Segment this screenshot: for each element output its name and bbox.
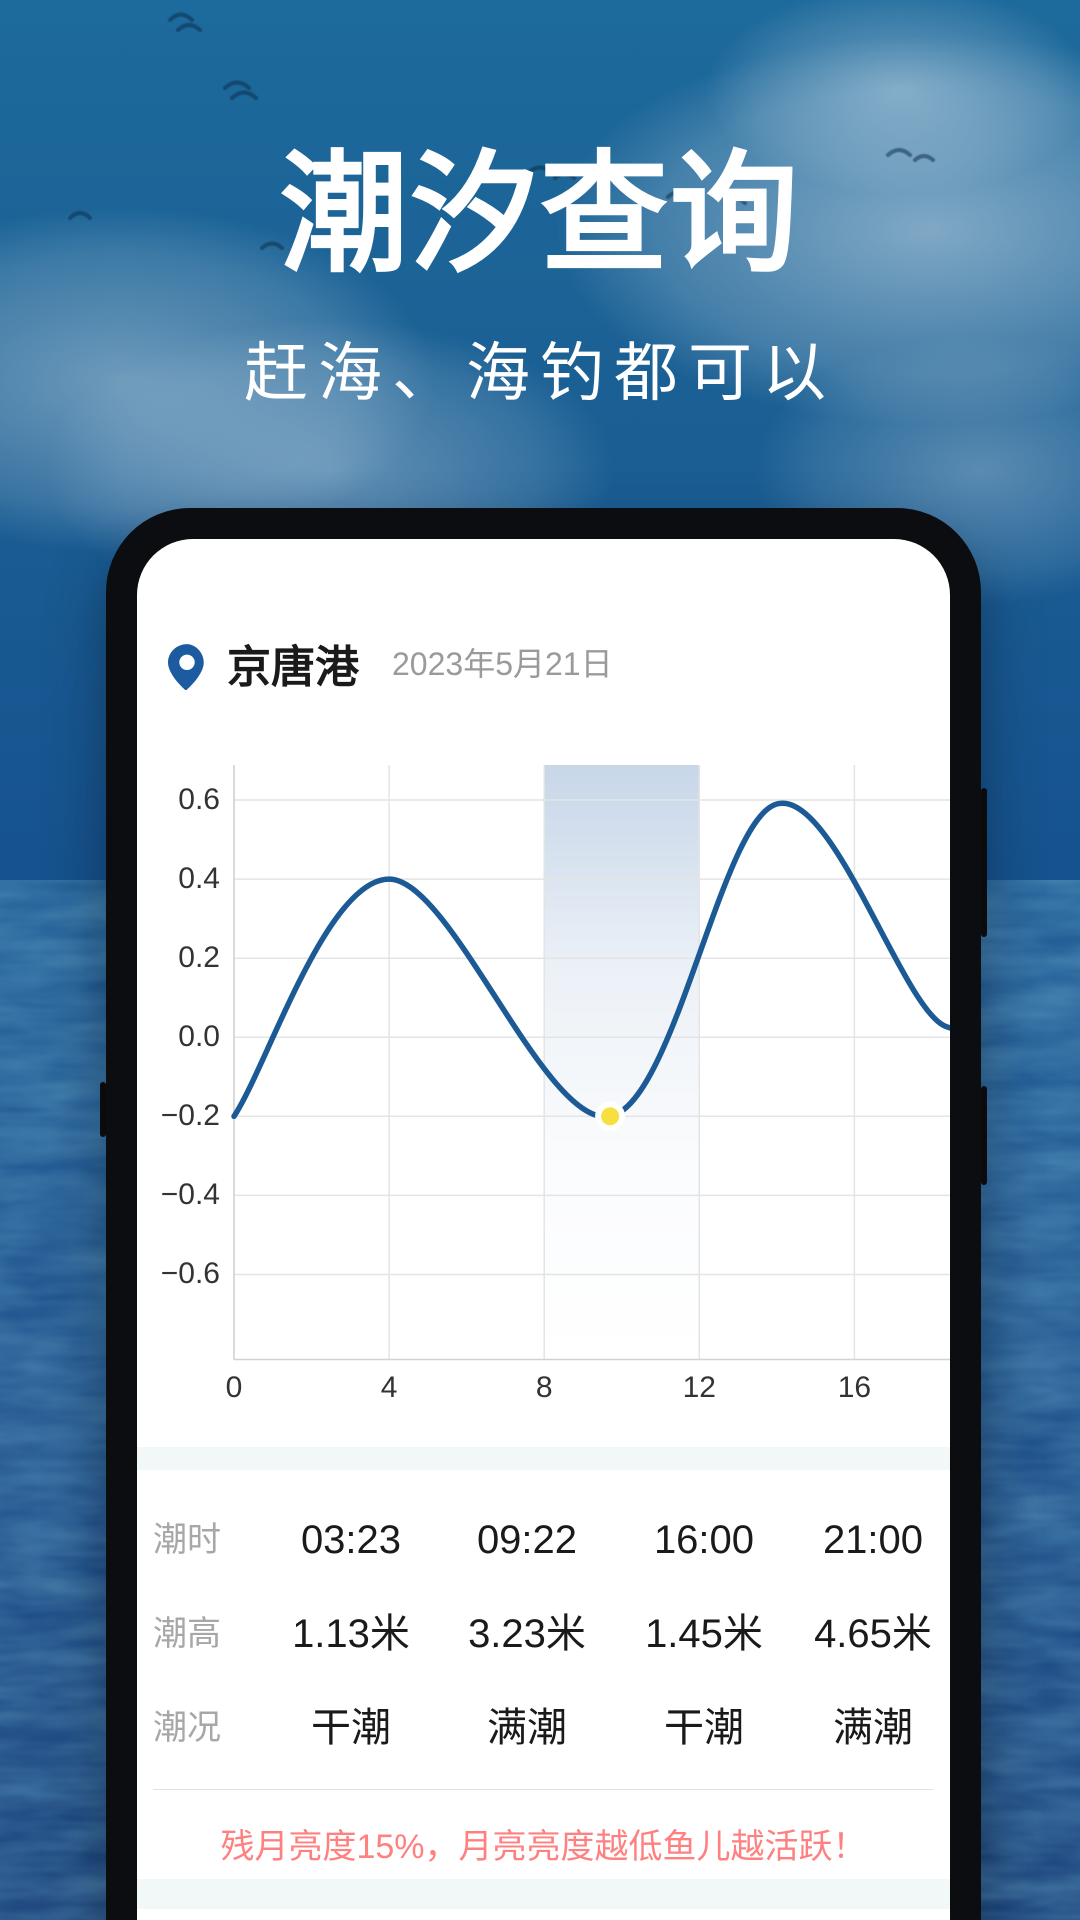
svg-text:4: 4 — [381, 1371, 398, 1404]
svg-text:−0.6: −0.6 — [161, 1257, 220, 1290]
svg-text:16: 16 — [838, 1371, 871, 1404]
svg-text:0: 0 — [226, 1371, 243, 1404]
svg-text:−0.4: −0.4 — [161, 1178, 220, 1211]
svg-text:0.4: 0.4 — [178, 862, 220, 895]
svg-text:0.2: 0.2 — [178, 941, 220, 974]
svg-text:0.6: 0.6 — [178, 783, 220, 816]
svg-text:0.0: 0.0 — [178, 1020, 220, 1053]
svg-text:8: 8 — [536, 1371, 553, 1404]
svg-text:−0.2: −0.2 — [161, 1099, 220, 1132]
svg-text:12: 12 — [683, 1371, 716, 1404]
